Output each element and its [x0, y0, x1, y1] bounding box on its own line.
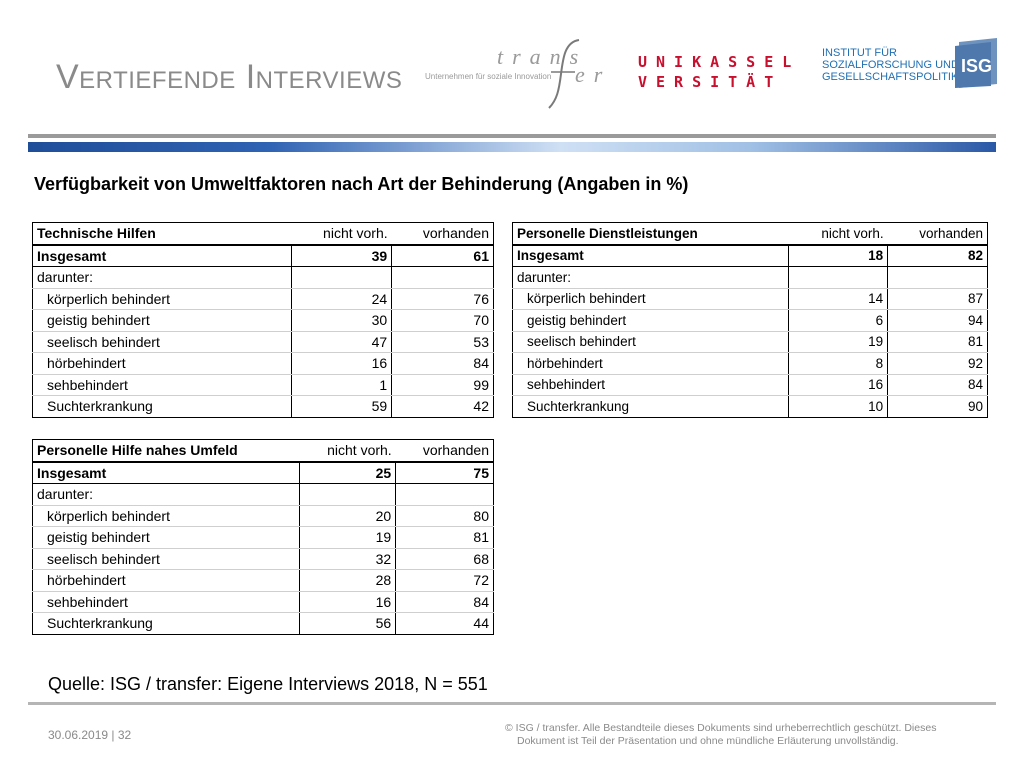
table-row: seelisch behindert 32 68 [31, 548, 494, 570]
table-technische-hilfen: Technische Hilfen nicht vorh. vorhanden … [31, 222, 494, 418]
institute-logo: INSTITUT FÜR SOZIALFORSCHUNG UND GESELLS… [822, 47, 959, 83]
footer-rule [28, 702, 996, 705]
table-header-col: vorhanden [887, 222, 988, 246]
table-row: Suchterkrankung 59 42 [31, 395, 494, 418]
transfer-logo-word-end: er [575, 62, 612, 87]
table-section-row: darunter: [31, 483, 494, 506]
slide-subtitle: Verfügbarkeit von Umweltfaktoren nach Ar… [34, 174, 689, 194]
table-section-row: darunter: [31, 266, 494, 289]
uni-kassel-logo: UNIKASSEL VERSITÄT [638, 52, 813, 92]
footer-copyright-line1: © ISG / transfer. Alle Bestandteile dies… [505, 722, 937, 734]
table-row: Suchterkrankung 56 44 [31, 612, 494, 635]
table-row: geistig behindert 19 81 [31, 526, 494, 549]
table-row: hörbehindert 16 84 [31, 352, 494, 375]
table-row: geistig behindert 30 70 [31, 309, 494, 332]
transfer-logo: trans er Unternehmen für soziale Innovat… [425, 38, 620, 110]
table-header-row: Personelle Hilfe nahes Umfeld nicht vorh… [31, 439, 494, 463]
table-personelle-dienstleistungen: Personelle Dienstleistungen nicht vorh. … [511, 222, 988, 418]
transfer-logo-tagline: Unternehmen für soziale Innovation [425, 72, 552, 81]
table-row: körperlich behindert 14 87 [511, 288, 988, 310]
table-row: seelisch behindert 47 53 [31, 331, 494, 353]
table-header-row: Technische Hilfen nicht vorh. vorhanden [31, 222, 494, 246]
table-total-row: Insgesamt 18 82 [511, 244, 988, 267]
table-row: sehbehindert 16 84 [511, 374, 988, 396]
table-section-row: darunter: [511, 266, 988, 289]
footer-copyright-line2: Dokument ist Teil der Präsentation und o… [517, 735, 899, 747]
table-total-row: Insgesamt 39 61 [31, 244, 494, 267]
table-header-row: Personelle Dienstleistungen nicht vorh. … [511, 222, 988, 246]
table-header-col: nicht vorh. [788, 222, 888, 246]
table-row: hörbehindert 28 72 [31, 569, 494, 592]
table-personelle-hilfe: Personelle Hilfe nahes Umfeld nicht vorh… [31, 439, 494, 635]
uni-kassel-line1: UNIKASSEL [638, 53, 801, 71]
table-row: geistig behindert 6 94 [511, 309, 988, 332]
footer-date-page: 30.06.2019 | 32 [48, 728, 132, 742]
table-header-label: Technische Hilfen [31, 222, 292, 246]
table-row: hörbehindert 8 92 [511, 352, 988, 375]
transfer-f-swash-icon [548, 39, 580, 109]
header-rule-gray [28, 134, 996, 138]
table-header-label: Personelle Dienstleistungen [511, 222, 789, 246]
table-row: körperlich behindert 20 80 [31, 505, 494, 527]
footer-copyright: © ISG / transfer. Alle Bestandteile dies… [505, 722, 985, 748]
table-header-label: Personelle Hilfe nahes Umfeld [31, 439, 300, 463]
source-note: Quelle: ISG / transfer: Eigene Interview… [48, 674, 488, 694]
uni-kassel-line2: VERSITÄT [638, 73, 783, 91]
institute-line3: GESELLSCHAFTSPOLITIK [822, 71, 959, 83]
table-header-col: nicht vorh. [299, 439, 396, 463]
table-header-col: vorhanden [395, 439, 494, 463]
table-row: Suchterkrankung 10 90 [511, 395, 988, 418]
institute-line2: SOZIALFORSCHUNG UND [822, 59, 959, 71]
isg-logo: ISG [953, 38, 1001, 88]
table-header-col: nicht vorh. [291, 222, 392, 246]
table-row: sehbehindert 1 99 [31, 374, 494, 396]
header-rule-blue [28, 142, 996, 152]
slide-title: Vertiefende Interviews [56, 58, 403, 96]
table-row: seelisch behindert 19 81 [511, 331, 988, 353]
table-total-row: Insgesamt 25 75 [31, 461, 494, 484]
isg-logo-text: ISG [961, 56, 992, 76]
table-row: sehbehindert 16 84 [31, 591, 494, 613]
table-row: körperlich behindert 24 76 [31, 288, 494, 310]
table-header-col: vorhanden [391, 222, 494, 246]
institute-line1: INSTITUT FÜR [822, 47, 897, 59]
